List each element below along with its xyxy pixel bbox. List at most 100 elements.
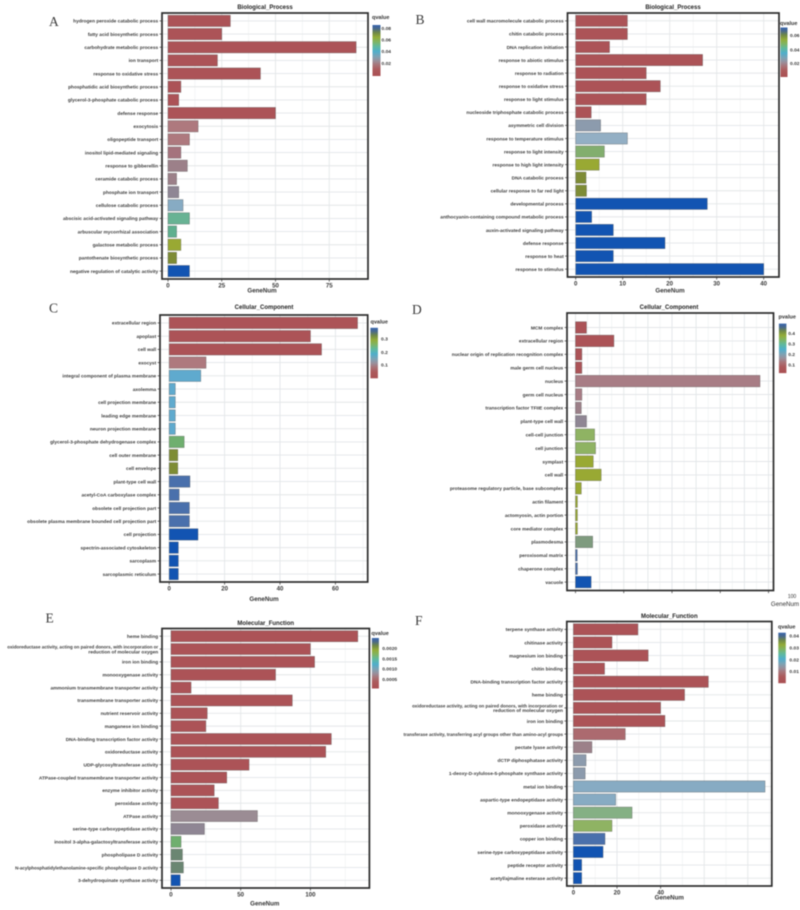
svg-text:proteasome regulatory particle: proteasome regulatory particle, base sub… (450, 486, 564, 492)
svg-text:phospholipase D activity: phospholipase D activity (102, 852, 159, 858)
svg-text:dCTP diphosphatase activity: dCTP diphosphatase activity (498, 758, 564, 764)
svg-text:40: 40 (657, 890, 664, 897)
svg-text:response to high light intensi: response to high light intensity (493, 162, 564, 168)
svg-text:0: 0 (574, 281, 578, 288)
svg-text:DNA-binding transcription fact: DNA-binding transcription factor activit… (66, 737, 159, 743)
svg-text:UDP-glycosyltransferase activi: UDP-glycosyltransferase activity (84, 762, 159, 768)
svg-text:response to oxidative stress: response to oxidative stress (93, 71, 158, 77)
svg-text:pantothenate biosynthetic proc: pantothenate biosynthetic process (79, 256, 159, 262)
svg-text:0.03: 0.03 (789, 645, 799, 651)
svg-text:0.02: 0.02 (790, 61, 800, 67)
svg-text:0.02: 0.02 (382, 61, 392, 67)
svg-text:oligopeptide transport: oligopeptide transport (107, 137, 158, 143)
svg-text:Biological_Process: Biological_Process (237, 5, 293, 11)
svg-text:100: 100 (305, 892, 316, 899)
svg-text:carbohydrate metabolic process: carbohydrate metabolic process (84, 45, 158, 51)
svg-text:0.0010: 0.0010 (382, 667, 397, 673)
svg-text:0.08: 0.08 (382, 26, 392, 32)
svg-text:ceramide catabolic process: ceramide catabolic process (95, 177, 158, 183)
svg-text:enzyme inhibitor activity: enzyme inhibitor activity (102, 788, 158, 794)
svg-text:phosphate ion transport: phosphate ion transport (103, 190, 159, 196)
svg-text:monooxygenase activity: monooxygenase activity (102, 673, 158, 679)
svg-text:qvalue: qvalue (778, 625, 795, 631)
svg-text:0.0015: 0.0015 (382, 656, 397, 662)
svg-text:50: 50 (272, 283, 279, 290)
svg-text:0.3: 0.3 (381, 337, 388, 343)
svg-text:GeneNum: GeneNum (771, 601, 799, 608)
svg-text:ion transport: ion transport (129, 58, 159, 64)
svg-text:apoplast: apoplast (136, 334, 156, 340)
svg-text:cellular response to far red l: cellular response to far red light (491, 189, 564, 195)
svg-text:auxin-activated signaling path: auxin-activated signaling pathway (486, 228, 564, 234)
svg-text:Cellular_Component: Cellular_Component (640, 305, 699, 311)
svg-text:response to oxidative stress: response to oxidative stress (499, 84, 564, 90)
svg-text:cell wall macromolecule catabo: cell wall macromolecule catabolic proces… (467, 19, 564, 25)
svg-text:0.1: 0.1 (381, 363, 388, 369)
svg-text:germ cell nucleus: germ cell nucleus (523, 392, 564, 398)
svg-text:male germ cell nucleus: male germ cell nucleus (510, 366, 563, 372)
svg-text:qvalue: qvalue (371, 631, 388, 637)
svg-text:axolemma: axolemma (133, 387, 157, 393)
svg-text:developmental process: developmental process (510, 202, 564, 208)
svg-text:3-dehydroquinate synthase acti: 3-dehydroquinate synthase activity (78, 878, 159, 884)
svg-text:plant-type cell wall: plant-type cell wall (114, 479, 157, 485)
svg-text:40: 40 (277, 586, 284, 593)
svg-text:cellulose catabolic process: cellulose catabolic process (96, 203, 159, 209)
svg-text:E: E (46, 611, 54, 626)
svg-text:cell projection membrane: cell projection membrane (98, 400, 156, 406)
svg-text:reduction of molecular oxygen: reduction of molecular oxygen (493, 708, 563, 714)
svg-text:0.06: 0.06 (790, 33, 800, 39)
svg-text:0.06: 0.06 (382, 38, 392, 44)
svg-text:response to stimulus: response to stimulus (515, 267, 564, 273)
svg-text:0: 0 (168, 586, 172, 593)
svg-text:transferase activity, transfer: transferase activity, transferring acyl … (404, 732, 564, 737)
svg-text:anthocyanin-containing compoun: anthocyanin-containing compound metaboli… (440, 215, 564, 221)
svg-text:glycerol-3-phosphate dehydroge: glycerol-3-phosphate dehydrogenase compl… (50, 440, 156, 446)
svg-text:heme binding: heme binding (532, 693, 563, 699)
svg-text:oxidoreductase activity, actin: oxidoreductase activity, acting on paire… (412, 703, 563, 708)
svg-text:response to abiotic stimulus: response to abiotic stimulus (499, 58, 564, 64)
svg-text:0.02: 0.02 (789, 657, 799, 663)
svg-text:acetyl-CoA carboxylase complex: acetyl-CoA carboxylase complex (81, 493, 156, 499)
svg-text:response to heat: response to heat (525, 254, 564, 260)
svg-text:heme binding: heme binding (127, 634, 158, 640)
svg-text:magnesium ion binding: magnesium ion binding (509, 653, 563, 659)
svg-text:exocytosis: exocytosis (133, 124, 158, 130)
svg-text:plant-type cell wall: plant-type cell wall (521, 419, 564, 425)
svg-text:0.0020: 0.0020 (382, 646, 397, 652)
svg-text:inositol lipid-mediated signal: inositol lipid-mediated signaling (85, 150, 158, 156)
svg-text:obsolete cell projection part: obsolete cell projection part (92, 506, 156, 512)
svg-text:nutrient reservoir activity: nutrient reservoir activity (101, 711, 159, 717)
svg-text:qvalue: qvalue (371, 320, 388, 326)
svg-text:actin filament: actin filament (532, 500, 563, 506)
svg-text:GeneNum: GeneNum (250, 901, 280, 908)
svg-text:response to radiation: response to radiation (515, 71, 564, 77)
svg-text:cell wall: cell wall (545, 473, 563, 479)
svg-text:arbuscular mycorrhizal associa: arbuscular mycorrhizal association (78, 229, 159, 235)
svg-text:galactose metabolic process: galactose metabolic process (93, 243, 159, 249)
svg-text:qvalue: qvalue (780, 21, 797, 27)
svg-text:60: 60 (332, 586, 339, 593)
svg-text:cell projection: cell projection (124, 532, 157, 538)
svg-text:50: 50 (237, 892, 244, 899)
svg-text:20: 20 (614, 890, 621, 897)
svg-text:A: A (49, 14, 59, 29)
svg-text:hydrogen peroxide catabolic pr: hydrogen peroxide catabolic process (73, 19, 158, 25)
svg-text:core mediator complex: core mediator complex (511, 526, 564, 532)
svg-text:20: 20 (221, 586, 228, 593)
svg-text:Molecular_Function: Molecular_Function (641, 614, 698, 620)
svg-text:0.3: 0.3 (788, 342, 795, 348)
svg-text:D: D (412, 302, 422, 317)
svg-text:response to gibberellin: response to gibberellin (105, 164, 158, 170)
svg-text:phosphatidic acid biosynthetic: phosphatidic acid biosynthetic process (68, 85, 158, 91)
svg-text:0.2: 0.2 (381, 350, 388, 356)
svg-text:0: 0 (572, 890, 576, 897)
svg-text:MCM complex: MCM complex (531, 325, 564, 331)
svg-text:symplast: symplast (542, 459, 563, 465)
svg-text:N-acylphosphatidylethanolamine: N-acylphosphatidylethanolamine-specific … (15, 865, 159, 870)
svg-text:0.4: 0.4 (788, 331, 795, 337)
svg-text:cell envelope: cell envelope (126, 466, 156, 472)
svg-text:sarcoplasmic reticulum: sarcoplasmic reticulum (103, 572, 157, 578)
svg-text:fatty acid biosynthetic proces: fatty acid biosynthetic process (88, 32, 159, 38)
svg-text:chaperone complex: chaperone complex (518, 567, 563, 573)
